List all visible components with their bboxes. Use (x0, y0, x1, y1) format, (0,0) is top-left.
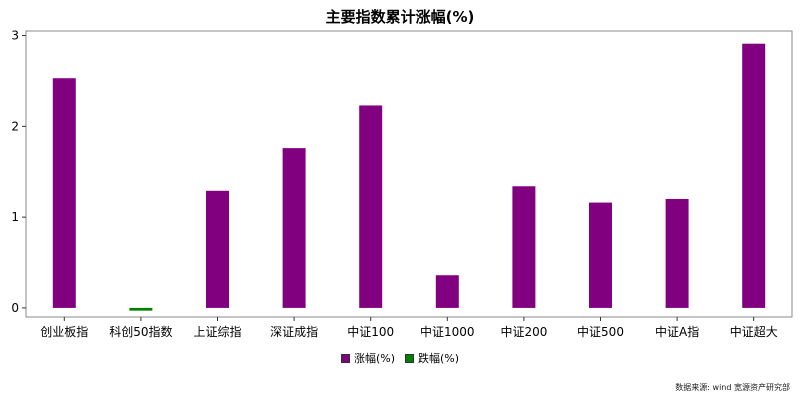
x-tick-label: 中证1000 (420, 324, 475, 339)
legend-item-rise: 涨幅(%) (340, 350, 395, 366)
bar (129, 307, 153, 311)
x-tick-label: 深证成指 (270, 324, 318, 339)
legend-swatch-fall (405, 353, 414, 363)
bar (665, 198, 689, 308)
x-tick-label: 中证超大 (730, 324, 778, 339)
bar (52, 78, 76, 308)
y-tick-label: 1 (11, 210, 19, 224)
legend-label-fall: 跌幅(%) (418, 352, 460, 365)
x-tick-label: 科创50指数 (109, 324, 172, 339)
data-source-note: 数据来源: wind 宽源资产研究部 (675, 383, 790, 392)
bar (206, 190, 229, 308)
x-tick-label: 中证A指 (655, 324, 699, 339)
x-tick-label: 创业板指 (40, 324, 88, 339)
chart-title: 主要指数累计涨幅(%) (325, 8, 475, 26)
y-tick-label: 2 (11, 119, 19, 133)
y-tick-label: 3 (11, 29, 19, 43)
plot-frame (25, 30, 793, 318)
bar (282, 148, 306, 308)
bar (435, 275, 459, 308)
x-tick-label: 中证100 (347, 324, 394, 339)
bar (512, 186, 536, 308)
bar (589, 202, 612, 308)
bar (359, 105, 383, 308)
legend-item-fall: 跌幅(%) (405, 350, 459, 366)
y-tick-label: 0 (11, 301, 19, 315)
x-tick-label: 上证综指 (193, 324, 241, 339)
x-tick-label: 中证500 (577, 324, 624, 339)
legend: 涨幅(%) 跌幅(%) (0, 350, 800, 366)
bar (742, 43, 766, 308)
legend-swatch-rise (340, 353, 350, 363)
legend-label-rise: 涨幅(%) (353, 352, 395, 365)
x-tick-label: 中证200 (500, 324, 547, 339)
